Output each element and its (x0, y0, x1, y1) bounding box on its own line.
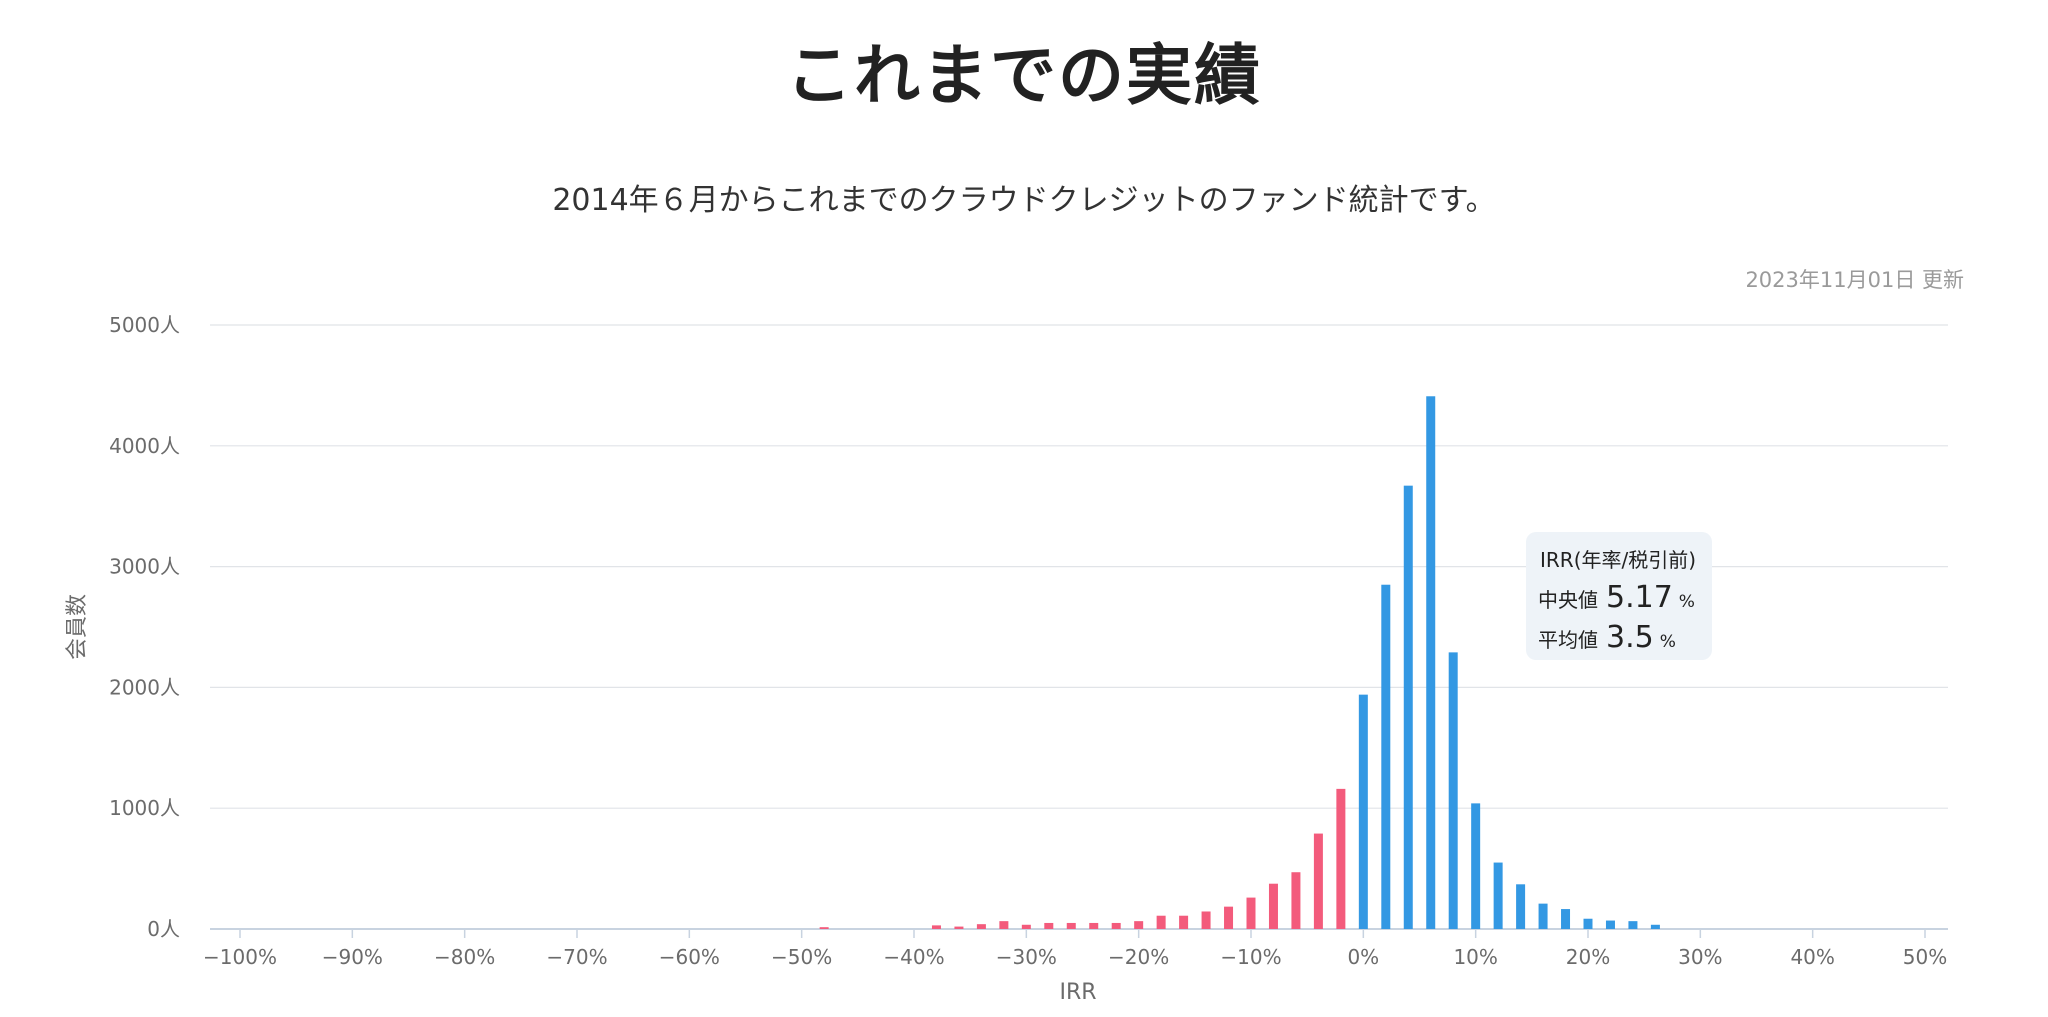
x-axis-ticks: −100% −90% −80% −70% −60% −50% −40% −30% −20% −10… (203, 929, 1947, 969)
x-tick-label: −70% (546, 945, 607, 969)
irr-summary-heading: IRR(年率/税引前) (1540, 548, 1697, 572)
mean-row: 平均値 3.5% (1538, 620, 1676, 655)
x-tick-label: −60% (659, 945, 720, 969)
histogram-bar (1516, 884, 1526, 929)
histogram-bar (1650, 924, 1660, 929)
histogram-bar (1583, 918, 1593, 929)
histogram-bar (1538, 903, 1548, 929)
histogram-bar (1336, 788, 1346, 929)
histogram-bar (1628, 921, 1638, 929)
histogram-bar (954, 926, 964, 929)
updated-date: 2023年11月01日 更新 (1745, 268, 1964, 292)
mean-unit: % (1659, 632, 1676, 652)
histogram-bar (1313, 833, 1323, 929)
histogram-bar (1493, 862, 1503, 929)
histogram-bar (819, 927, 829, 929)
histogram-bar (976, 924, 986, 929)
x-tick-label: 50% (1903, 945, 1947, 969)
histogram-bar (1403, 485, 1413, 929)
histogram-bar (1381, 584, 1391, 929)
histogram-bar (1448, 652, 1458, 929)
y-tick-label: 4000人 (109, 434, 180, 458)
x-axis-label: IRR (1059, 980, 1096, 1005)
median-unit: % (1678, 592, 1695, 612)
histogram-bar (1134, 921, 1144, 929)
y-axis-label: 会員数 (65, 594, 90, 660)
irr-summary-box: IRR(年率/税引前) 中央値 5.17% 平均値 3.5% (1526, 532, 1712, 660)
median-row: 中央値 5.17% (1538, 580, 1695, 615)
histogram-bar (1066, 922, 1076, 929)
x-tick-label: 0% (1347, 945, 1379, 969)
bar-series (819, 396, 1660, 930)
histogram-bar (1111, 922, 1121, 929)
x-tick-label: −50% (771, 945, 832, 969)
histogram-bar (1156, 915, 1166, 929)
histogram-bar (999, 921, 1009, 929)
histogram-bar (1268, 883, 1278, 929)
y-tick-label: 2000人 (109, 675, 180, 699)
x-tick-label: −90% (322, 945, 383, 969)
histogram-bar (1246, 897, 1256, 929)
x-tick-label: −20% (1108, 945, 1169, 969)
x-tick-label: −80% (434, 945, 495, 969)
y-tick-label: 1000人 (109, 796, 180, 820)
histogram-bar (931, 925, 941, 929)
median-label: 中央値 (1538, 588, 1598, 612)
histogram-bar (1089, 922, 1099, 929)
x-tick-label: −40% (883, 945, 944, 969)
y-tick-label: 5000人 (109, 313, 180, 337)
x-tick-label: 30% (1678, 945, 1722, 969)
page-title: これまでの実績 (786, 37, 1262, 114)
x-tick-label: 40% (1790, 945, 1834, 969)
mean-label: 平均値 (1538, 628, 1598, 652)
y-tick-label: 0人 (147, 917, 180, 941)
median-value: 5.17 (1606, 580, 1673, 615)
histogram-bar (1561, 909, 1571, 929)
x-tick-label: −30% (996, 945, 1057, 969)
histogram-bar (1471, 803, 1481, 929)
histogram-bar (1179, 915, 1189, 929)
mean-value: 3.5 (1606, 620, 1654, 655)
page-subtitle: 2014年６月からこれまでのクラウドクレジットのファンド統計です。 (552, 183, 1496, 218)
histogram-bar (1201, 911, 1211, 929)
x-tick-label: 20% (1566, 945, 1610, 969)
histogram-bar (1044, 922, 1054, 929)
histogram-bar (1358, 694, 1368, 929)
y-tick-label: 3000人 (109, 555, 180, 579)
histogram-bar (1224, 906, 1234, 929)
histogram-bar (1291, 872, 1301, 929)
x-tick-label: −10% (1220, 945, 1281, 969)
x-tick-label: 10% (1453, 945, 1497, 969)
x-tick-label: −100% (203, 945, 277, 969)
histogram-bar (1021, 924, 1031, 929)
histogram-bar (1426, 396, 1436, 930)
y-axis-ticks: 0人 1000人 2000人 3000人 4000人 5000人 (109, 313, 180, 941)
histogram-bar (1605, 920, 1615, 929)
